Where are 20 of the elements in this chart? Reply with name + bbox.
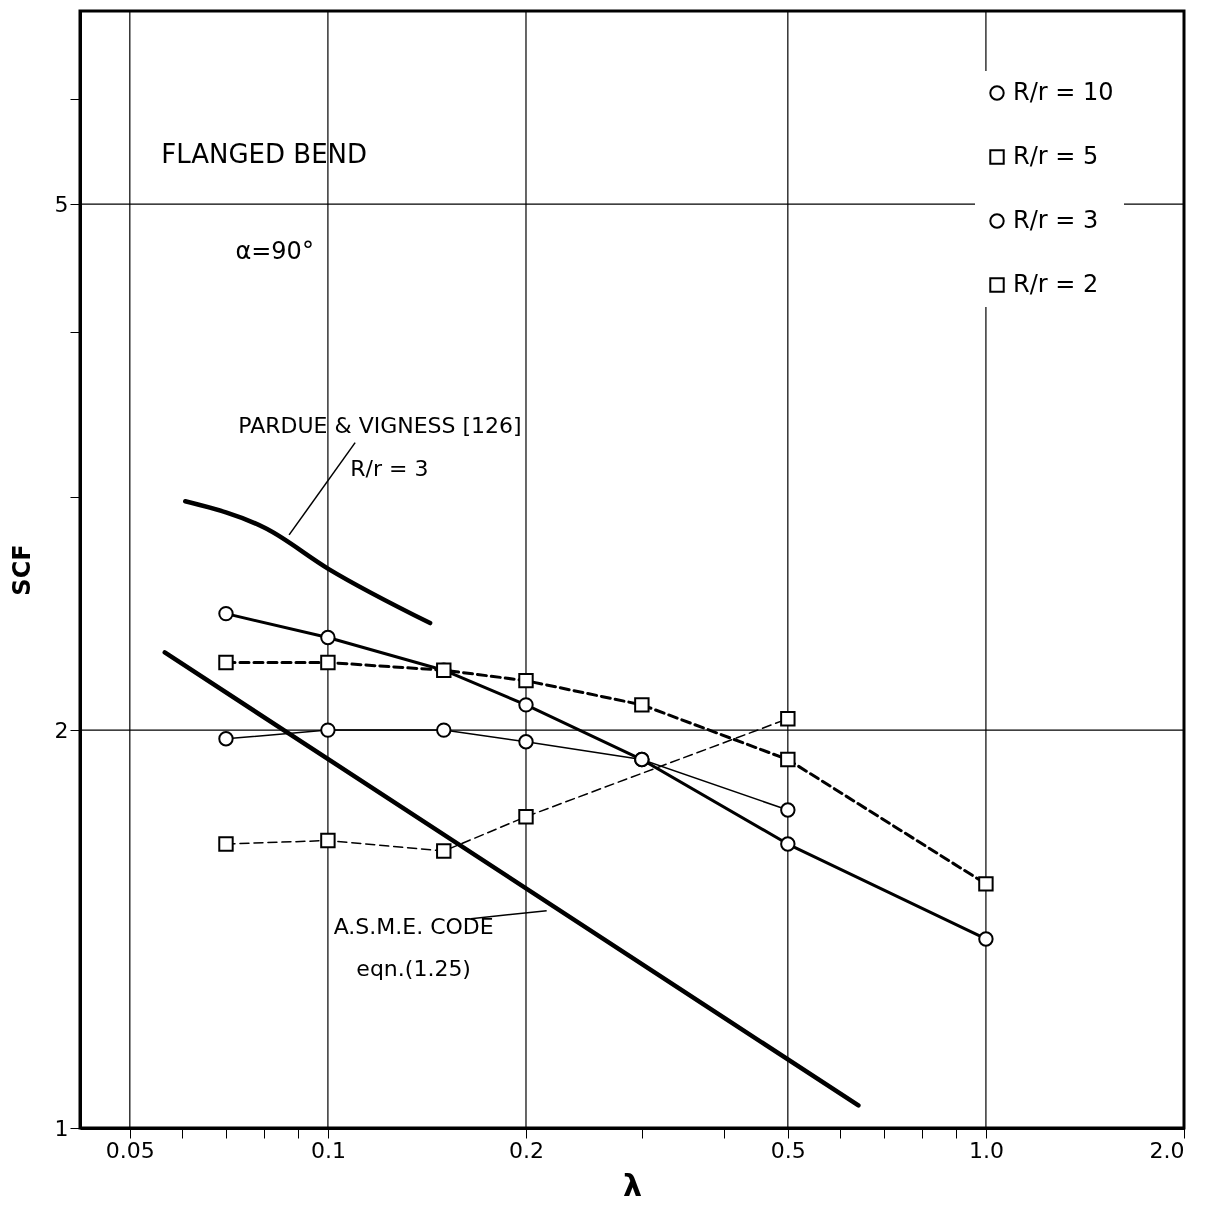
x-tick-label: 0.05: [105, 1137, 155, 1163]
y-tick-label: 5: [54, 191, 69, 217]
y-tick-label: 2: [54, 717, 69, 743]
annotation: A.S.M.E. CODE: [333, 913, 494, 939]
x-tick-label: 2.0: [1149, 1137, 1185, 1163]
annotation: α=90°: [235, 237, 314, 266]
x-tick-label: 1.0: [968, 1137, 1004, 1163]
legend-label: R/r = 10: [1013, 78, 1114, 106]
x-tick-label: 0.5: [770, 1137, 806, 1163]
annotation: eqn.(1.25): [356, 955, 471, 981]
x-tick-label: 0.2: [508, 1137, 544, 1163]
legend-label: R/r = 5: [1013, 142, 1099, 170]
x-axis-title: λ: [623, 1167, 643, 1203]
y-axis-title: SCF: [7, 544, 36, 596]
legend-label: R/r = 2: [1013, 270, 1099, 298]
annotation: R/r = 3: [350, 456, 429, 482]
annotation: PARDUE & VIGNESS [126]: [238, 412, 522, 438]
x-tick-label: 0.1: [310, 1137, 346, 1163]
legend-label: R/r = 3: [1013, 206, 1099, 234]
y-tick-label: 1: [54, 1115, 69, 1141]
